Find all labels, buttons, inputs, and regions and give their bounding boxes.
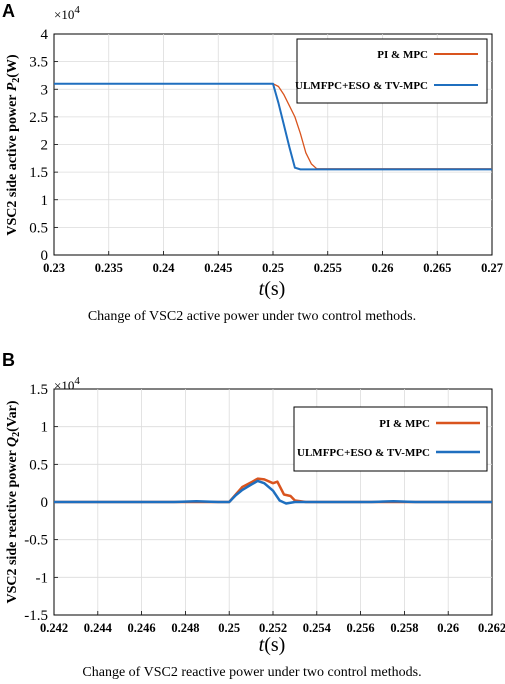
panel-b-series [54,477,492,505]
panel-a-x-tick-label: 0.245 [204,261,232,275]
panel-a-y-ticks: 0 0.5 1 1.5 2 2.5 3 3.5 4 [29,27,58,264]
panel-a-series-pi-mpc [54,83,492,170]
panel-a-x-tick-label: 0.25 [262,261,284,275]
panel-a-y-tick-label: 0.5 [29,220,48,236]
panel-b-y-tick-label: 1.5 [29,382,48,398]
panel-a-y-tick-label: 4 [41,27,49,43]
panel-a-y-tick-label: 2 [41,138,49,154]
panel-a-letter: A [2,1,15,21]
panel-a-x-tick-label: 0.27 [481,261,503,275]
panel-a-y-tick-label: 3 [41,82,49,98]
panel-a-x-tick-label: 0.23 [43,261,65,275]
panel-a-legend-label-ulmfpc: ULMFPC+ESO & TV-MPC [295,80,428,92]
panel-b-x-tick-label: 0.242 [40,621,68,635]
panel-b-y-tick-label: -1 [36,570,49,586]
panel-a-y-tick-label: 3.5 [29,55,48,71]
panel-a-x-tick-label: 0.235 [95,261,123,275]
panel-a-y-tick-label: 2.5 [29,110,48,126]
panel-b-legend-label-pi-mpc: PI & MPC [379,418,430,430]
panel-b-y-ticks: -1.5 -1 -0.5 0 0.5 1 1.5 [24,382,58,624]
panel-a-multiplier: ×104 [54,4,80,22]
panel-b-x-ticks: 0.242 0.244 0.246 0.248 0.25 0.252 0.254 0.256 0… [40,611,505,635]
panel-b-letter: B [2,350,15,370]
panel-b-legend: PI & MPC ULMFPC+ESO & TV-MPC [293,406,488,472]
panel-b-y-tick-label: -1.5 [24,608,48,624]
panel-b-y-tick-label: -0.5 [24,533,48,549]
panel-b: B ×104 0.242 0.244 0.246 0.248 0.25 0.252 0.25… [2,350,505,680]
panel-b-y-tick-label: 0 [41,495,49,511]
panel-a-y-axis-label: VSC2 side active power P2(W) [5,54,22,236]
panel-a-x-axis-label: t(s) [259,278,286,300]
panel-b-x-tick-label: 0.246 [128,621,156,635]
panel-b-x-tick-label: 0.256 [347,621,375,635]
panel-a-legend-label-pi-mpc: PI & MPC [377,49,428,61]
panel-b-y-tick-label: 0.5 [29,457,48,473]
panel-a-x-ticks: 0.23 0.235 0.24 0.245 0.25 0.255 0.26 0.265 0.27 [43,251,503,275]
panel-b-legend-box [293,406,488,472]
panel-b-x-tick-label: 0.244 [84,621,113,635]
panel-b-caption: Change of VSC2 reactive power under two … [82,665,421,680]
panel-b-x-tick-label: 0.252 [259,621,287,635]
panel-b-x-tick-label: 0.262 [478,621,505,635]
panel-b-x-tick-label: 0.26 [437,621,459,635]
panel-a: A ×104 0.23 0.235 0.24 0.245 0.25 0.255 0.26 0.… [2,1,503,324]
panel-a-x-tick-label: 0.255 [314,261,342,275]
panel-b-legend-label-ulmfpc: ULMFPC+ESO & TV-MPC [297,447,430,459]
panel-a-y-tick-label: 1.5 [29,165,48,181]
panel-b-x-axis-label: t(s) [259,634,286,656]
panel-b-x-tick-label: 0.254 [303,621,332,635]
panel-a-y-tick-label: 0 [41,248,49,264]
panel-a-y-tick-label: 1 [41,193,49,209]
panel-a-x-tick-label: 0.26 [372,261,394,275]
panel-a-series [54,82,492,171]
panel-a-series-ulmfpc-eso-tv-mpc [54,82,492,171]
panel-a-x-tick-label: 0.24 [153,261,176,275]
panel-b-x-tick-label: 0.25 [218,621,240,635]
panel-a-x-tick-label: 0.265 [423,261,451,275]
panel-b-y-tick-label: 1 [41,420,49,436]
panel-b-x-tick-label: 0.248 [171,621,199,635]
panel-a-legend: PI & MPC ULMFPC+ESO & TV-MPC [295,38,488,104]
panel-a-caption: Change of VSC2 active power under two co… [88,309,416,324]
panel-a-legend-box [296,38,488,104]
panel-a-grid [54,34,492,255]
panel-b-series-ulmfpc-eso-tv-mpc [54,479,492,505]
panel-b-y-axis-label: VSC2 side reactive power Q2(Var) [5,400,22,603]
panel-b-x-tick-label: 0.258 [390,621,418,635]
